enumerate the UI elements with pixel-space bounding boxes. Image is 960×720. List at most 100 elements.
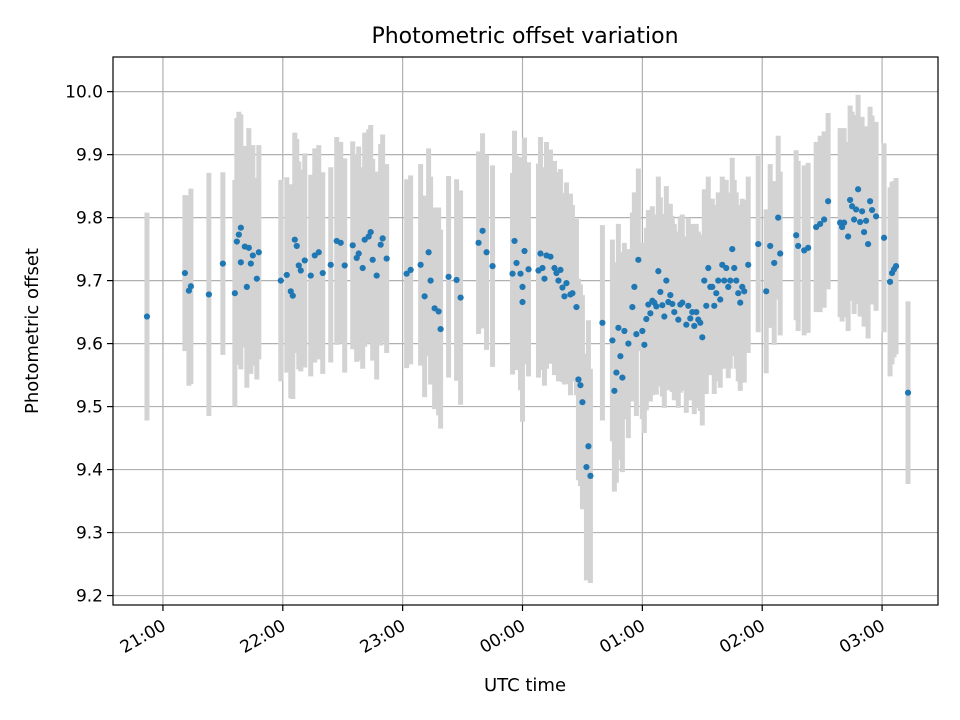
data-point: [669, 300, 676, 308]
x-axis-label: UTC time: [484, 675, 566, 696]
data-point: [771, 259, 778, 267]
data-point: [307, 272, 314, 279]
data-point: [713, 290, 720, 297]
data-point: [517, 270, 524, 277]
data-point: [856, 218, 864, 226]
data-point: [295, 262, 302, 269]
data-point: [621, 327, 628, 335]
data-point: [854, 186, 862, 193]
data-point: [847, 196, 854, 204]
data-point: [629, 303, 636, 311]
data-point: [727, 277, 734, 284]
data-point: [701, 277, 708, 284]
data-point: [559, 284, 566, 291]
data-point: [369, 256, 376, 263]
data-point: [655, 268, 662, 275]
data-point: [872, 213, 880, 220]
data-point: [711, 302, 718, 309]
data-point: [187, 283, 195, 290]
data-point: [691, 322, 698, 330]
data-point: [373, 272, 380, 279]
data-point: [237, 259, 244, 266]
data-point: [383, 255, 390, 262]
data-point: [635, 256, 642, 263]
y-tick-label: 9.6: [76, 335, 103, 355]
data-point: [892, 263, 900, 270]
data-point: [709, 283, 716, 291]
data-point: [417, 261, 424, 268]
data-point: [349, 242, 356, 249]
data-point: [647, 310, 654, 317]
data-point: [483, 249, 490, 256]
data-point: [547, 253, 554, 260]
data-point: [489, 263, 496, 270]
data-point: [255, 249, 262, 256]
data-point: [293, 242, 300, 250]
data-point: [519, 283, 526, 291]
data-point: [705, 264, 712, 272]
data-point: [421, 293, 428, 300]
data-point: [609, 337, 616, 344]
y-tick-label: 9.7: [76, 272, 103, 292]
data-point: [805, 244, 812, 251]
data-point: [181, 269, 189, 277]
data-point: [661, 313, 668, 320]
data-point: [777, 250, 784, 257]
data-points: [143, 186, 912, 479]
data-point: [852, 206, 860, 213]
data-point: [737, 299, 744, 306]
data-point: [291, 236, 298, 243]
data-point: [817, 220, 824, 228]
data-point: [437, 326, 444, 333]
data-point: [205, 291, 212, 298]
data-point: [427, 277, 434, 284]
data-point: [613, 369, 620, 376]
data-point: [735, 290, 742, 297]
data-point: [675, 316, 682, 323]
y-tick-label: 9.4: [76, 461, 103, 481]
data-point: [821, 216, 828, 223]
data-point: [767, 242, 774, 250]
data-point: [741, 288, 748, 295]
data-point: [825, 198, 832, 205]
data-point: [475, 239, 482, 246]
data-point: [403, 270, 410, 277]
data-point: [569, 290, 576, 297]
data-point: [851, 216, 858, 223]
data-point: [337, 239, 344, 246]
data-point: [297, 267, 304, 274]
data-point: [721, 277, 728, 284]
data-point: [880, 234, 888, 241]
data-point: [551, 264, 558, 272]
data-point: [703, 302, 710, 309]
data-point: [729, 246, 736, 253]
data-point: [693, 309, 700, 316]
data-point: [587, 472, 594, 479]
data-point: [687, 315, 694, 322]
data-point: [860, 229, 868, 236]
data-point: [561, 293, 568, 300]
data-point: [479, 227, 486, 234]
y-tick-label: 9.5: [76, 398, 103, 418]
y-axis-label: Photometric offset: [22, 248, 43, 414]
data-point: [557, 266, 564, 274]
data-point: [763, 288, 770, 295]
data-point: [573, 303, 580, 311]
y-tick-label: 9.2: [76, 587, 103, 607]
data-point: [663, 277, 670, 284]
data-point: [555, 277, 562, 284]
data-point: [717, 296, 724, 303]
data-point: [341, 262, 348, 269]
data-point: [699, 334, 706, 341]
y-tick-label: 9.9: [76, 146, 103, 166]
data-point: [425, 249, 432, 256]
data-point: [715, 277, 722, 284]
data-point: [617, 353, 624, 360]
data-point: [301, 257, 308, 264]
data-point: [219, 260, 226, 267]
y-tick-label: 9.8: [76, 209, 103, 229]
data-point: [697, 319, 704, 326]
data-point: [237, 224, 244, 231]
